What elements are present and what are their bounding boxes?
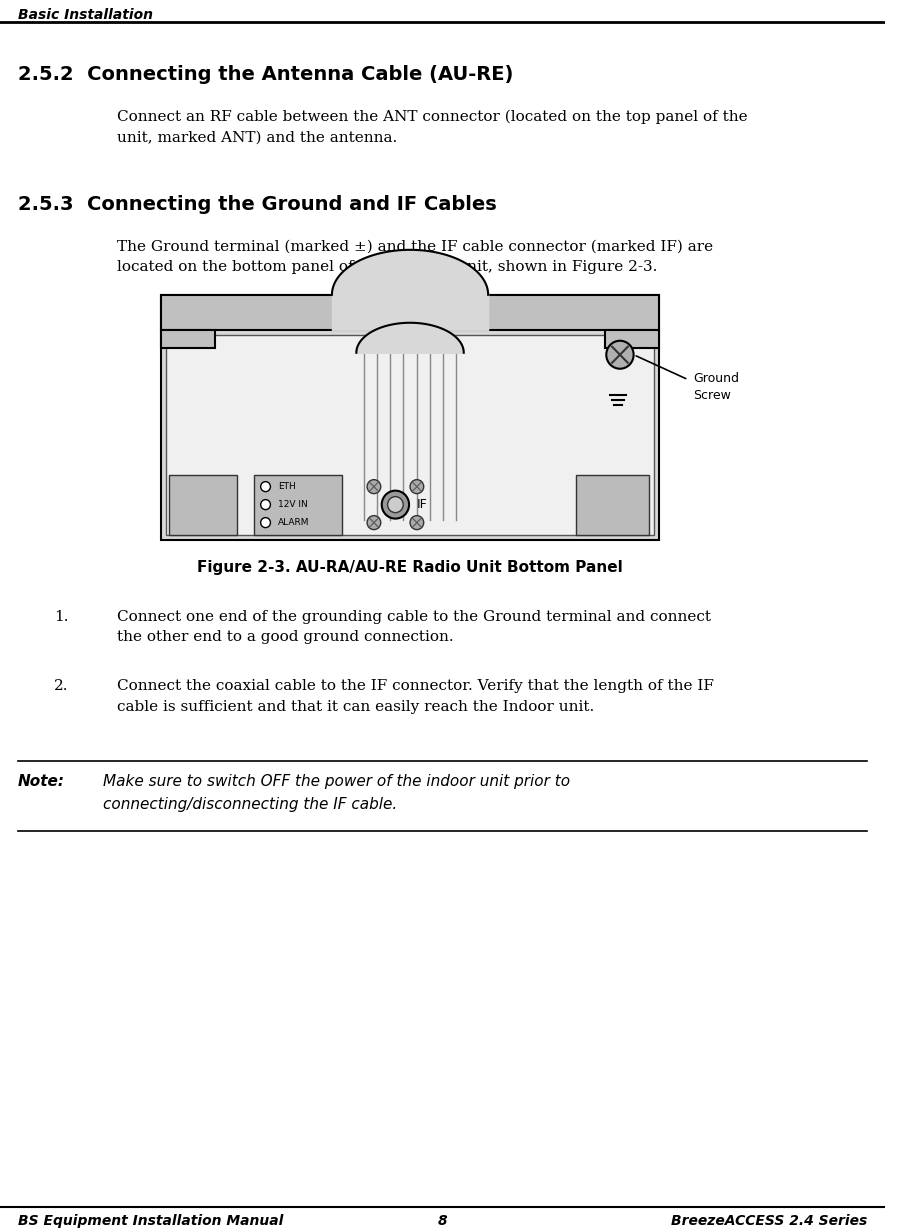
Circle shape [367,516,381,530]
Text: BS Equipment Installation Manual: BS Equipment Installation Manual [17,1214,283,1228]
Circle shape [410,516,424,530]
Text: 2.: 2. [53,680,68,694]
Circle shape [381,490,410,519]
Circle shape [606,341,633,368]
Text: ALARM: ALARM [278,519,310,527]
Bar [166,335,654,535]
Bar [605,330,659,347]
Text: The Ground terminal (marked ±) and the IF cable connector (marked IF) are
locate: The Ground terminal (marked ±) and the I… [117,240,713,275]
Circle shape [388,496,403,513]
Bar [576,474,650,535]
Circle shape [261,517,270,527]
Bar [161,294,659,540]
Circle shape [367,479,381,494]
Circle shape [261,500,270,510]
Text: 8: 8 [438,1214,447,1228]
Text: Connect an RF cable between the ANT connector (located on the top panel of the
u: Connect an RF cable between the ANT conn… [117,110,747,145]
Bar [161,294,659,330]
Text: Connect the coaxial cable to the IF connector. Verify that the length of the IF
: Connect the coaxial cable to the IF conn… [117,680,714,715]
Text: Basic Installation: Basic Installation [17,7,152,22]
Text: 12V IN: 12V IN [278,500,308,509]
Text: 2.5.2  Connecting the Antenna Cable (AU-RE): 2.5.2 Connecting the Antenna Cable (AU-R… [17,65,513,84]
Text: 1.: 1. [53,610,68,623]
Text: IF: IF [417,498,428,511]
Text: Connect one end of the grounding cable to the Ground terminal and connect
the ot: Connect one end of the grounding cable t… [117,610,711,644]
Text: 2.5.3  Connecting the Ground and IF Cables: 2.5.3 Connecting the Ground and IF Cable… [17,195,496,214]
Bar [169,474,237,535]
Circle shape [261,482,270,492]
Text: Make sure to switch OFF the power of the indoor unit prior to
connecting/disconn: Make sure to switch OFF the power of the… [102,775,570,812]
Bar [254,474,342,535]
Text: Ground
Screw: Ground Screw [693,372,739,402]
Text: BreezeACCESS 2.4 Series: BreezeACCESS 2.4 Series [670,1214,867,1228]
Text: ETH: ETH [278,482,296,492]
Bar [161,330,215,347]
Text: Note:: Note: [17,775,64,790]
Text: Figure 2-3. AU-RA/AU-RE Radio Unit Bottom Panel: Figure 2-3. AU-RA/AU-RE Radio Unit Botto… [198,559,623,574]
Circle shape [410,479,424,494]
